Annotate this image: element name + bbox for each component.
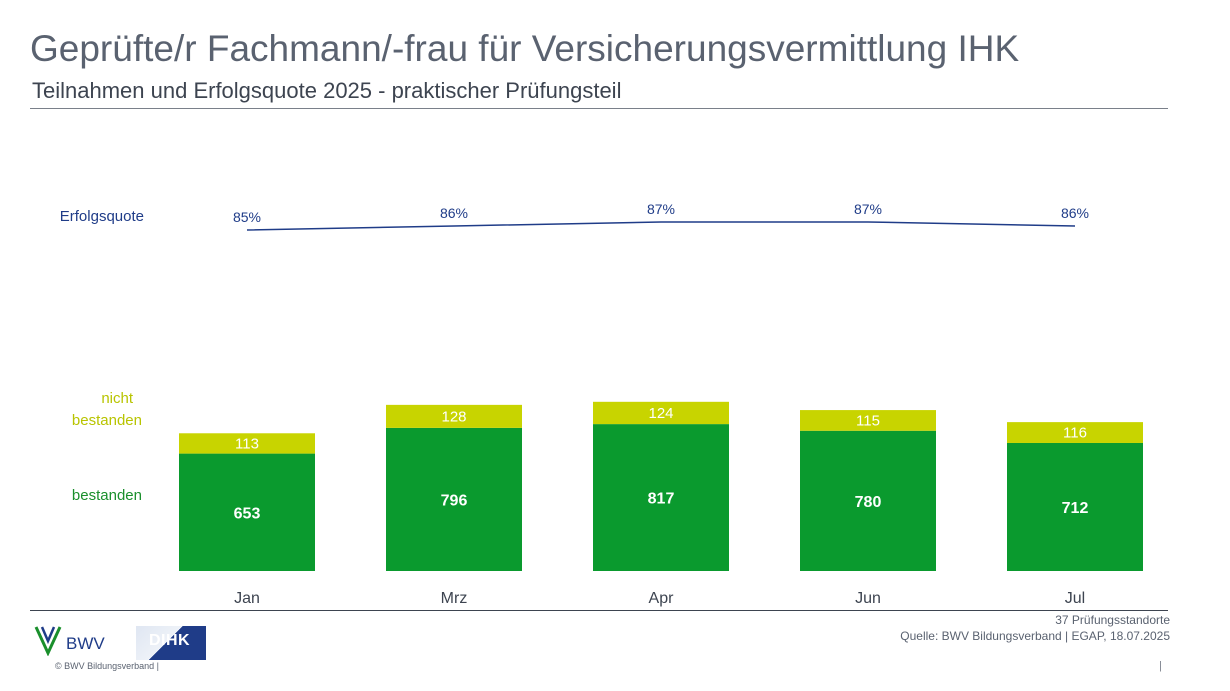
bar-label-nicht-bestanden: 116 — [1063, 425, 1087, 442]
bar-label-bestanden: 817 — [648, 491, 675, 508]
bar-label-bestanden: 712 — [1062, 500, 1089, 517]
locations-note: 37 Prüfungsstandorte — [1055, 613, 1170, 627]
bar-nicht-bestanden — [179, 433, 315, 454]
bar-nicht-bestanden — [1007, 422, 1143, 443]
x-tick-label: Mrz — [441, 590, 468, 607]
bar-label-nicht-bestanden: 124 — [648, 405, 673, 422]
legend-nicht-bestanden-label: bestanden — [72, 412, 142, 429]
bar-label-bestanden: 653 — [234, 505, 261, 522]
legend-bestanden-label: bestanden — [72, 487, 142, 504]
page-subtitle: Teilnahmen und Erfolgsquote 2025 - prakt… — [32, 78, 622, 103]
page-separator: | — [1159, 660, 1162, 672]
bwv-v-icon — [34, 626, 62, 656]
bar-label-bestanden: 796 — [441, 492, 468, 509]
erfolgsquote-label: 86% — [1061, 205, 1089, 221]
copyright-text: © BWV Bildungsverband | — [55, 661, 160, 671]
bar-bestanden — [179, 453, 315, 571]
header-divider — [30, 108, 1168, 109]
bar-nicht-bestanden — [800, 410, 936, 431]
erfolgsquote-label: 87% — [647, 201, 675, 217]
bar-label-nicht-bestanden: 128 — [441, 408, 466, 425]
bar-bestanden — [386, 427, 522, 571]
x-tick-label: Jun — [855, 590, 881, 607]
bwv-logo-text: BWV — [66, 634, 105, 653]
x-tick-label: Jan — [234, 590, 260, 607]
dihk-logo-text: DIHK — [149, 632, 191, 649]
erfolgsquote-label: 86% — [440, 205, 468, 221]
bar-nicht-bestanden — [593, 401, 729, 425]
dihk-logo: DIHK — [136, 626, 206, 660]
page-title: Geprüfte/r Fachmann/-frau für Versicheru… — [30, 28, 1020, 69]
source-note: Quelle: BWV Bildungsverband | EGAP, 18.0… — [900, 629, 1170, 643]
bar-label-bestanden: 780 — [855, 494, 882, 511]
line-series-label: Erfolgsquote — [60, 208, 144, 225]
legend-nicht-label: nicht — [101, 390, 134, 407]
bar-label-nicht-bestanden: 115 — [856, 412, 880, 429]
x-tick-label: Apr — [649, 590, 675, 607]
bar-nicht-bestanden — [386, 404, 522, 428]
bwv-logo: BWV — [34, 624, 124, 658]
erfolgsquote-label: 87% — [854, 201, 882, 217]
bar-bestanden — [1007, 442, 1143, 571]
x-tick-label: Jul — [1065, 590, 1085, 607]
bar-label-nicht-bestanden: 113 — [235, 435, 259, 452]
erfolgsquote-label: 85% — [233, 209, 261, 225]
erfolgsquote-line — [246, 221, 1076, 231]
bar-bestanden — [800, 430, 936, 571]
footer-divider — [30, 610, 1168, 611]
bar-bestanden — [593, 424, 729, 571]
